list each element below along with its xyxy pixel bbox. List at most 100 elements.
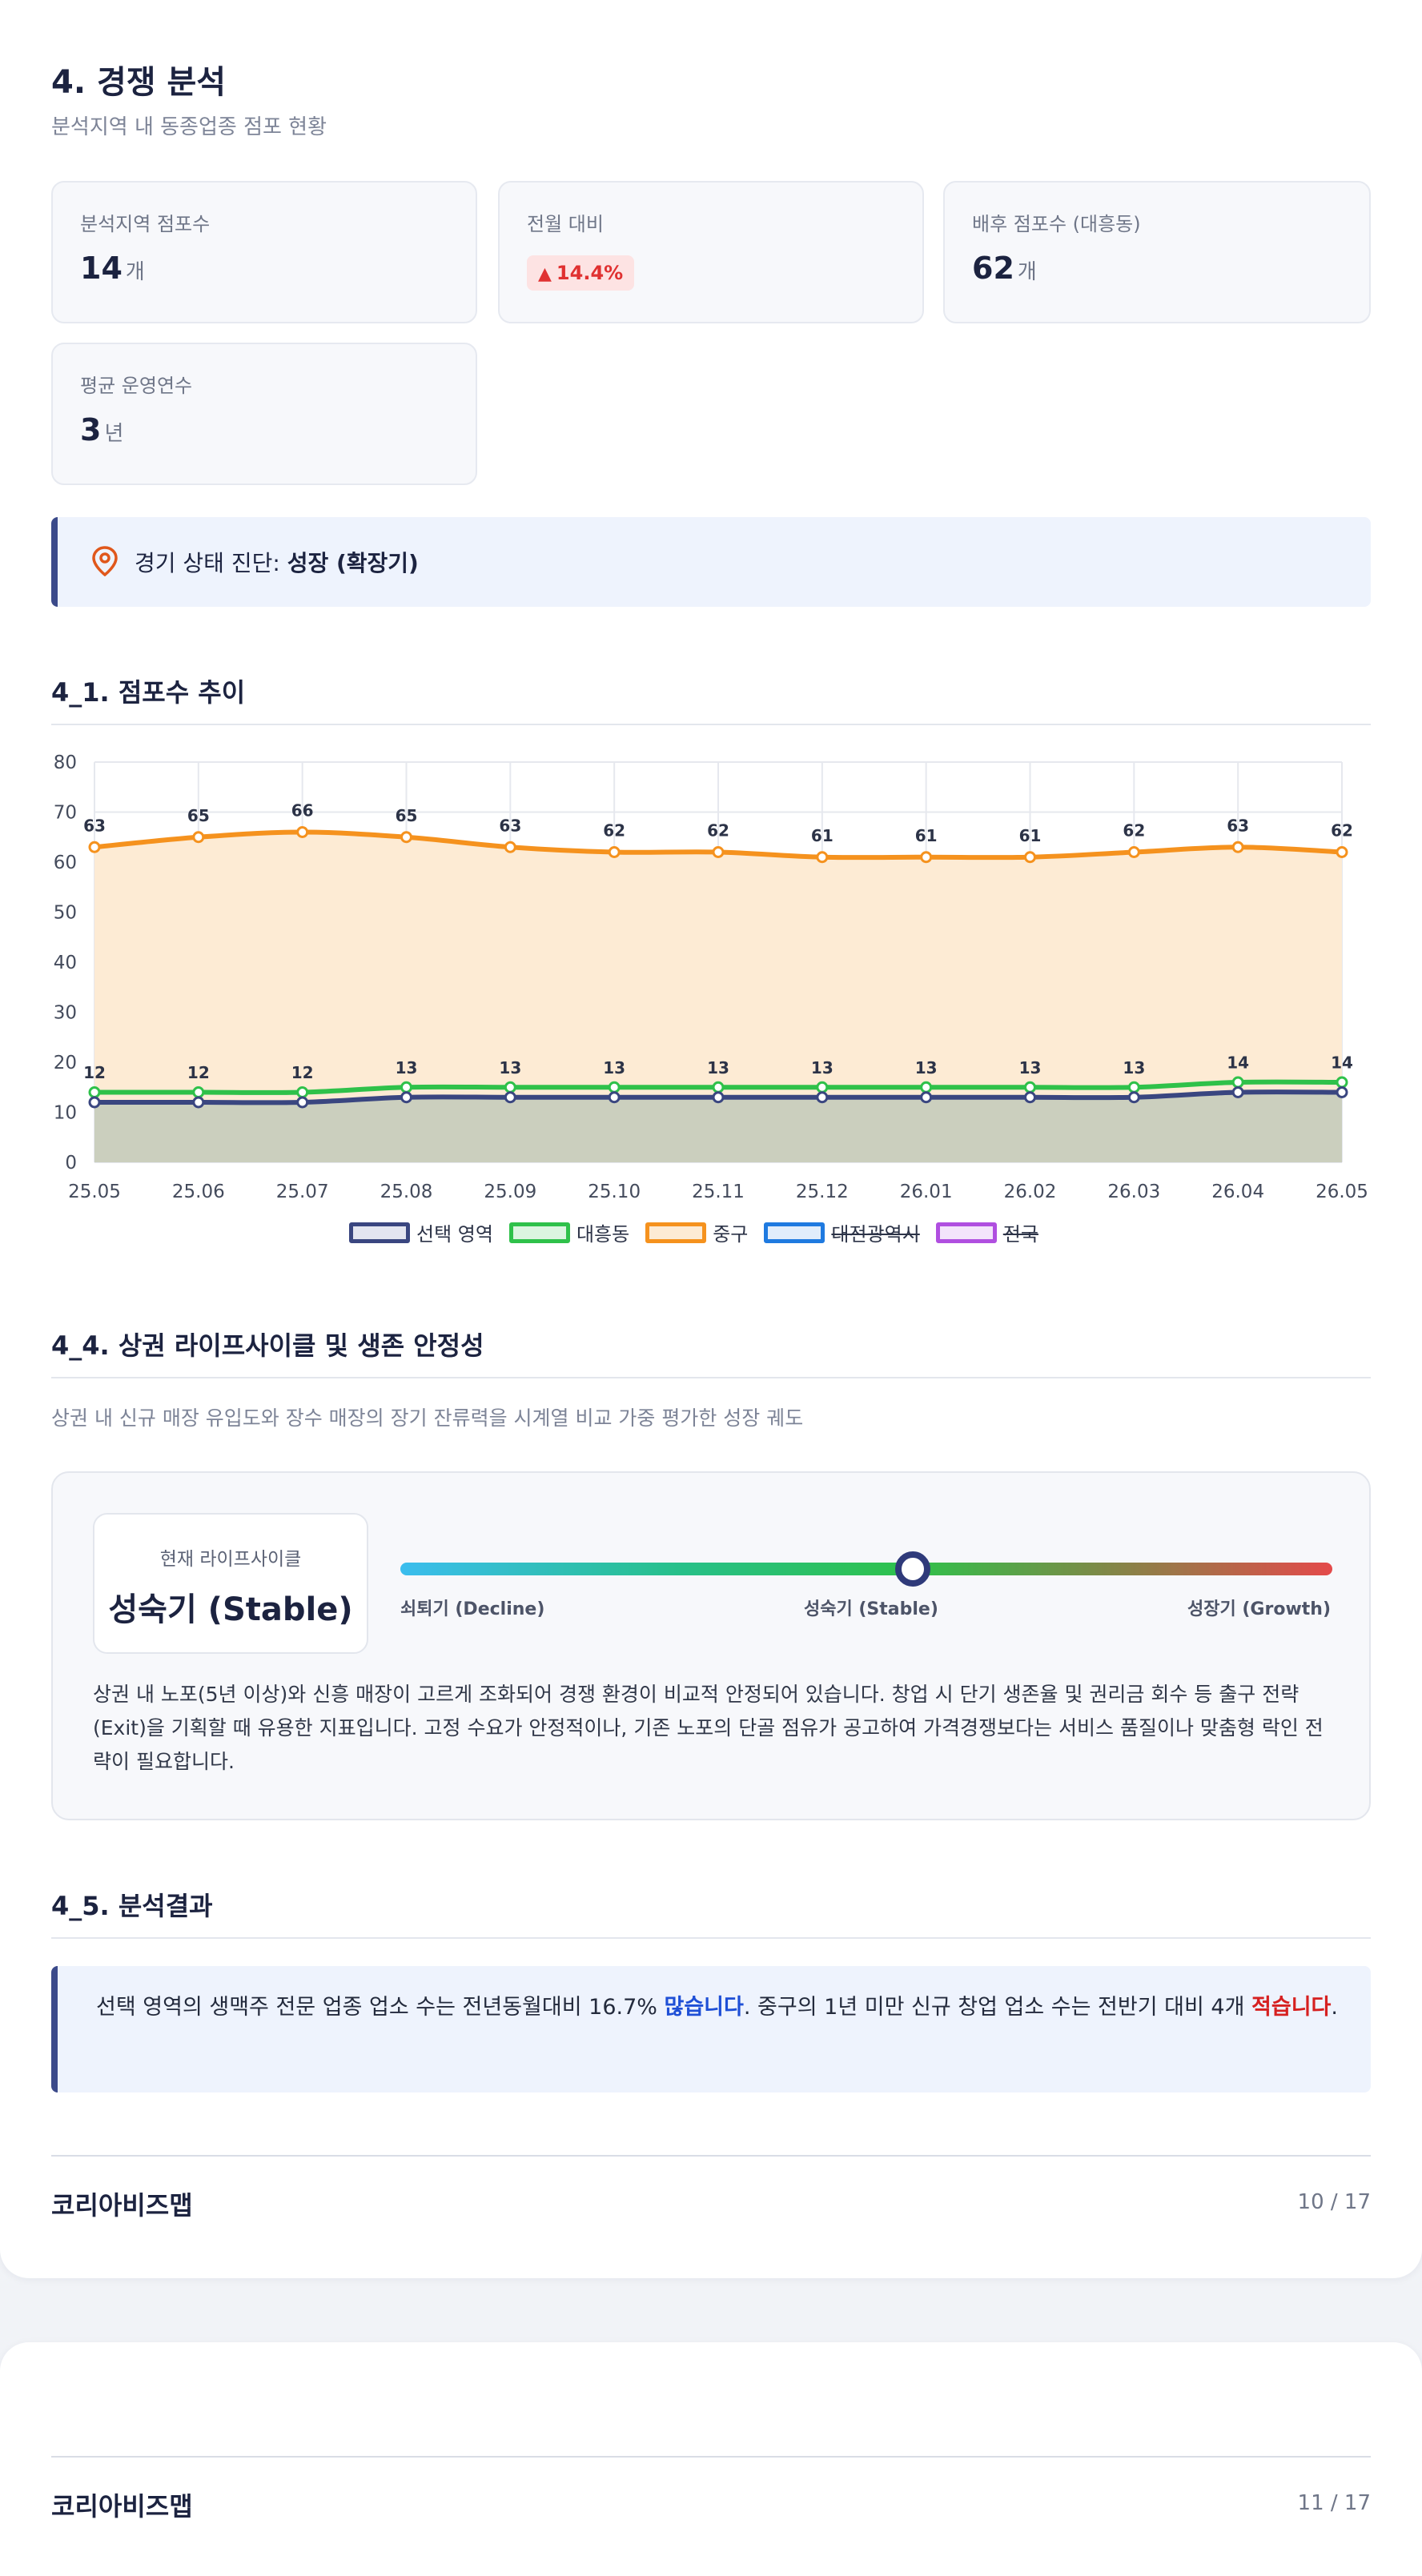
current-lifecycle-label: 현재 라이프사이클	[159, 1549, 302, 1570]
data-point	[192, 1086, 205, 1098]
data-point	[296, 1096, 309, 1109]
data-point	[88, 1086, 101, 1098]
data-label: 65	[396, 806, 418, 825]
data-point	[88, 841, 101, 853]
data-label: 62	[1123, 821, 1145, 841]
store-count-chart: 0 10 20 30 40 50 60 70 80 25.05 25.06 25.07 25.08 25.…	[54, 752, 1368, 1201]
data-point	[88, 1096, 101, 1109]
data-point	[816, 851, 829, 864]
footer-brand: 코리아비즈맵	[51, 2491, 193, 2522]
diagnosis-callout: 경기 상태 진단: 성장 (확장기)	[51, 517, 1371, 607]
stage-stable-label: 성숙기 (Stable)	[804, 1599, 938, 1619]
data-label: 65	[187, 806, 210, 825]
legend-item[interactable]: 선택 영역	[349, 1218, 493, 1246]
data-label: 63	[1227, 816, 1249, 835]
x-tick-label: 26.04	[1211, 1182, 1264, 1201]
data-point	[1127, 846, 1140, 858]
stage-growth-label: 성장기 (Growth)	[1187, 1599, 1331, 1619]
legend-item[interactable]: 전국	[935, 1218, 1038, 1246]
legend-label: 대흥동	[576, 1223, 630, 1246]
x-tick-label: 25.05	[68, 1182, 121, 1201]
data-label: 13	[811, 1058, 834, 1077]
data-point	[296, 826, 309, 838]
data-point	[1231, 841, 1244, 853]
lifecycle-gauge	[400, 1563, 1332, 1575]
y-tick-label: 50	[54, 903, 77, 924]
data-label: 62	[707, 821, 729, 841]
data-label: 13	[499, 1058, 521, 1077]
data-label: 61	[811, 826, 834, 845]
data-label: 66	[291, 801, 314, 821]
legend-item[interactable]: 중구	[645, 1218, 748, 1246]
data-label: 62	[603, 821, 625, 841]
current-lifecycle-card: 현재 라이프사이클 성숙기 (Stable)	[93, 1513, 368, 1654]
data-point	[712, 846, 725, 858]
data-point	[1231, 1076, 1244, 1089]
data-label: 61	[1019, 826, 1042, 845]
stat-unit: 년	[104, 422, 124, 446]
data-point	[608, 1091, 621, 1104]
footer-brand: 코리아비즈맵	[51, 2190, 193, 2221]
data-point	[1231, 1086, 1244, 1098]
stat-unit: 개	[1017, 260, 1037, 284]
change-value: 14.4%	[556, 262, 624, 284]
stage-decline-label: 쇠퇴기 (Decline)	[400, 1599, 545, 1619]
data-label: 63	[499, 816, 521, 835]
change-badge: ▲ 14.4%	[527, 255, 635, 291]
x-tick-label: 25.10	[588, 1182, 641, 1201]
data-label: 13	[396, 1058, 418, 1077]
x-tick-label: 25.08	[380, 1182, 433, 1201]
data-point	[1336, 846, 1348, 858]
lifecycle-marker	[895, 1551, 931, 1587]
x-tick-label: 26.02	[1004, 1182, 1057, 1201]
data-point	[504, 1091, 516, 1104]
data-label: 14	[1227, 1053, 1249, 1073]
current-lifecycle-value: 성숙기 (Stable)	[108, 1591, 353, 1628]
data-label: 14	[1331, 1053, 1353, 1073]
data-point	[920, 851, 933, 864]
y-tick-label: 10	[54, 1103, 77, 1124]
x-tick-label: 25.12	[796, 1182, 849, 1201]
legend-swatch	[508, 1222, 570, 1243]
result-text: 선택 영역의 생맥주 전문 업종 업소 수는 전년동월대비 16.7% 많습니다…	[96, 1988, 1345, 2027]
stat-card-stores: 분석지역 점포수 14 개	[51, 181, 477, 323]
legend-label: 전국	[1002, 1223, 1038, 1246]
legend-item[interactable]: 대전광역시	[764, 1218, 920, 1246]
data-label: 13	[707, 1058, 729, 1077]
page-number: 11 / 17	[1297, 2491, 1371, 2515]
page-number: 10 / 17	[1297, 2190, 1371, 2214]
report-page-10: 4. 경쟁 분석 분석지역 내 동종업종 점포 현황 분석지역 점포수 14 개 …	[0, 0, 1422, 2278]
stat-value: 3	[80, 412, 102, 447]
data-point	[608, 1081, 621, 1093]
lifecycle-description: 상권 내 노포(5년 이상)와 신흥 매장이 고르게 조화되어 경쟁 환경이 비…	[93, 1683, 1324, 1773]
legend-item[interactable]: 대흥동	[508, 1218, 630, 1246]
data-point	[920, 1081, 933, 1093]
data-point	[192, 831, 205, 844]
trend-title: 4_1. 점포수 추이	[51, 677, 246, 708]
data-label: 13	[1123, 1058, 1145, 1077]
stat-label: 배후 점포수 (대흥동)	[972, 213, 1141, 235]
y-tick-label: 30	[54, 1003, 77, 1024]
triangle-up-icon: ▲	[538, 264, 552, 284]
data-point	[1024, 851, 1036, 864]
x-tick-label: 25.09	[484, 1182, 536, 1201]
stat-label: 분석지역 점포수	[80, 213, 211, 235]
data-point	[816, 1091, 829, 1104]
data-label: 61	[915, 826, 938, 845]
legend-label: 대전광역시	[831, 1223, 920, 1246]
data-label: 13	[915, 1058, 938, 1077]
divider	[51, 724, 1371, 725]
data-point	[1024, 1091, 1036, 1104]
x-tick-label: 25.06	[172, 1182, 225, 1201]
stat-card-background-stores: 배후 점포수 (대흥동) 62 개	[943, 181, 1371, 323]
section-subtitle: 분석지역 내 동종업종 점포 현황	[51, 115, 327, 139]
data-label: 13	[1019, 1058, 1042, 1077]
footer-divider	[51, 2456, 1371, 2458]
report-page-11: 코리아비즈맵 11 / 17	[0, 2342, 1422, 2576]
data-point	[920, 1091, 933, 1104]
diagnosis-value: 성장 (확장기)	[287, 550, 419, 576]
data-point	[400, 831, 412, 844]
data-label: 13	[603, 1058, 625, 1077]
legend-label: 선택 영역	[416, 1223, 493, 1246]
